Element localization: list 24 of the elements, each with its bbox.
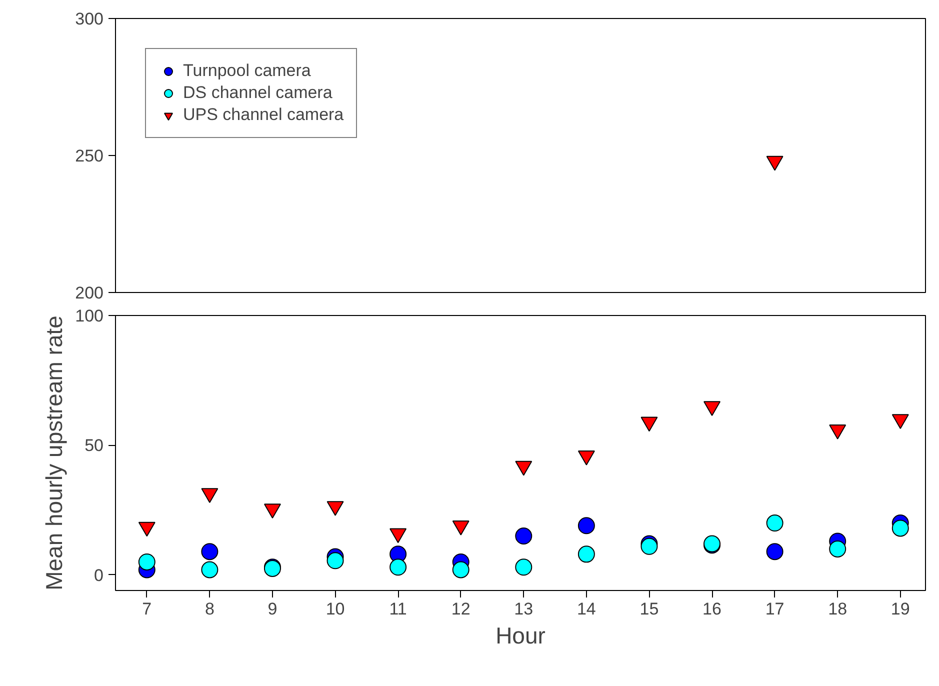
x-tick-label: 17 bbox=[765, 600, 784, 618]
y-tick-label: 250 bbox=[75, 146, 104, 166]
legend-label: DS channel camera bbox=[183, 83, 332, 103]
x-tick-label: 15 bbox=[640, 600, 659, 618]
y-axis-title: Mean hourly upstream rate bbox=[41, 316, 68, 590]
x-tick-label: 14 bbox=[576, 600, 596, 618]
y-tick-label: 100 bbox=[75, 306, 104, 326]
x-tick-label: 10 bbox=[326, 600, 345, 618]
x-tick-label: 18 bbox=[828, 600, 848, 618]
y-tick-label: 300 bbox=[75, 10, 104, 28]
legend-label: UPS channel camera bbox=[183, 105, 344, 125]
x-tick-label: 19 bbox=[890, 600, 910, 618]
x-tick-label: 12 bbox=[451, 600, 470, 618]
x-tick-label: 9 bbox=[268, 600, 278, 618]
x-axis-title: Hour bbox=[496, 622, 546, 648]
x-tick-label: 16 bbox=[702, 600, 722, 618]
y-tick-label: 200 bbox=[75, 284, 104, 302]
legend-label: Turnpool camera bbox=[183, 61, 311, 81]
x-tick-label: 8 bbox=[204, 600, 214, 618]
y-tick-label: 0 bbox=[94, 566, 104, 585]
x-tick-label: 13 bbox=[514, 600, 534, 618]
x-tick-label: 11 bbox=[389, 600, 407, 618]
x-tick-label: 7 bbox=[142, 600, 152, 618]
y-tick-label: 50 bbox=[84, 436, 104, 456]
